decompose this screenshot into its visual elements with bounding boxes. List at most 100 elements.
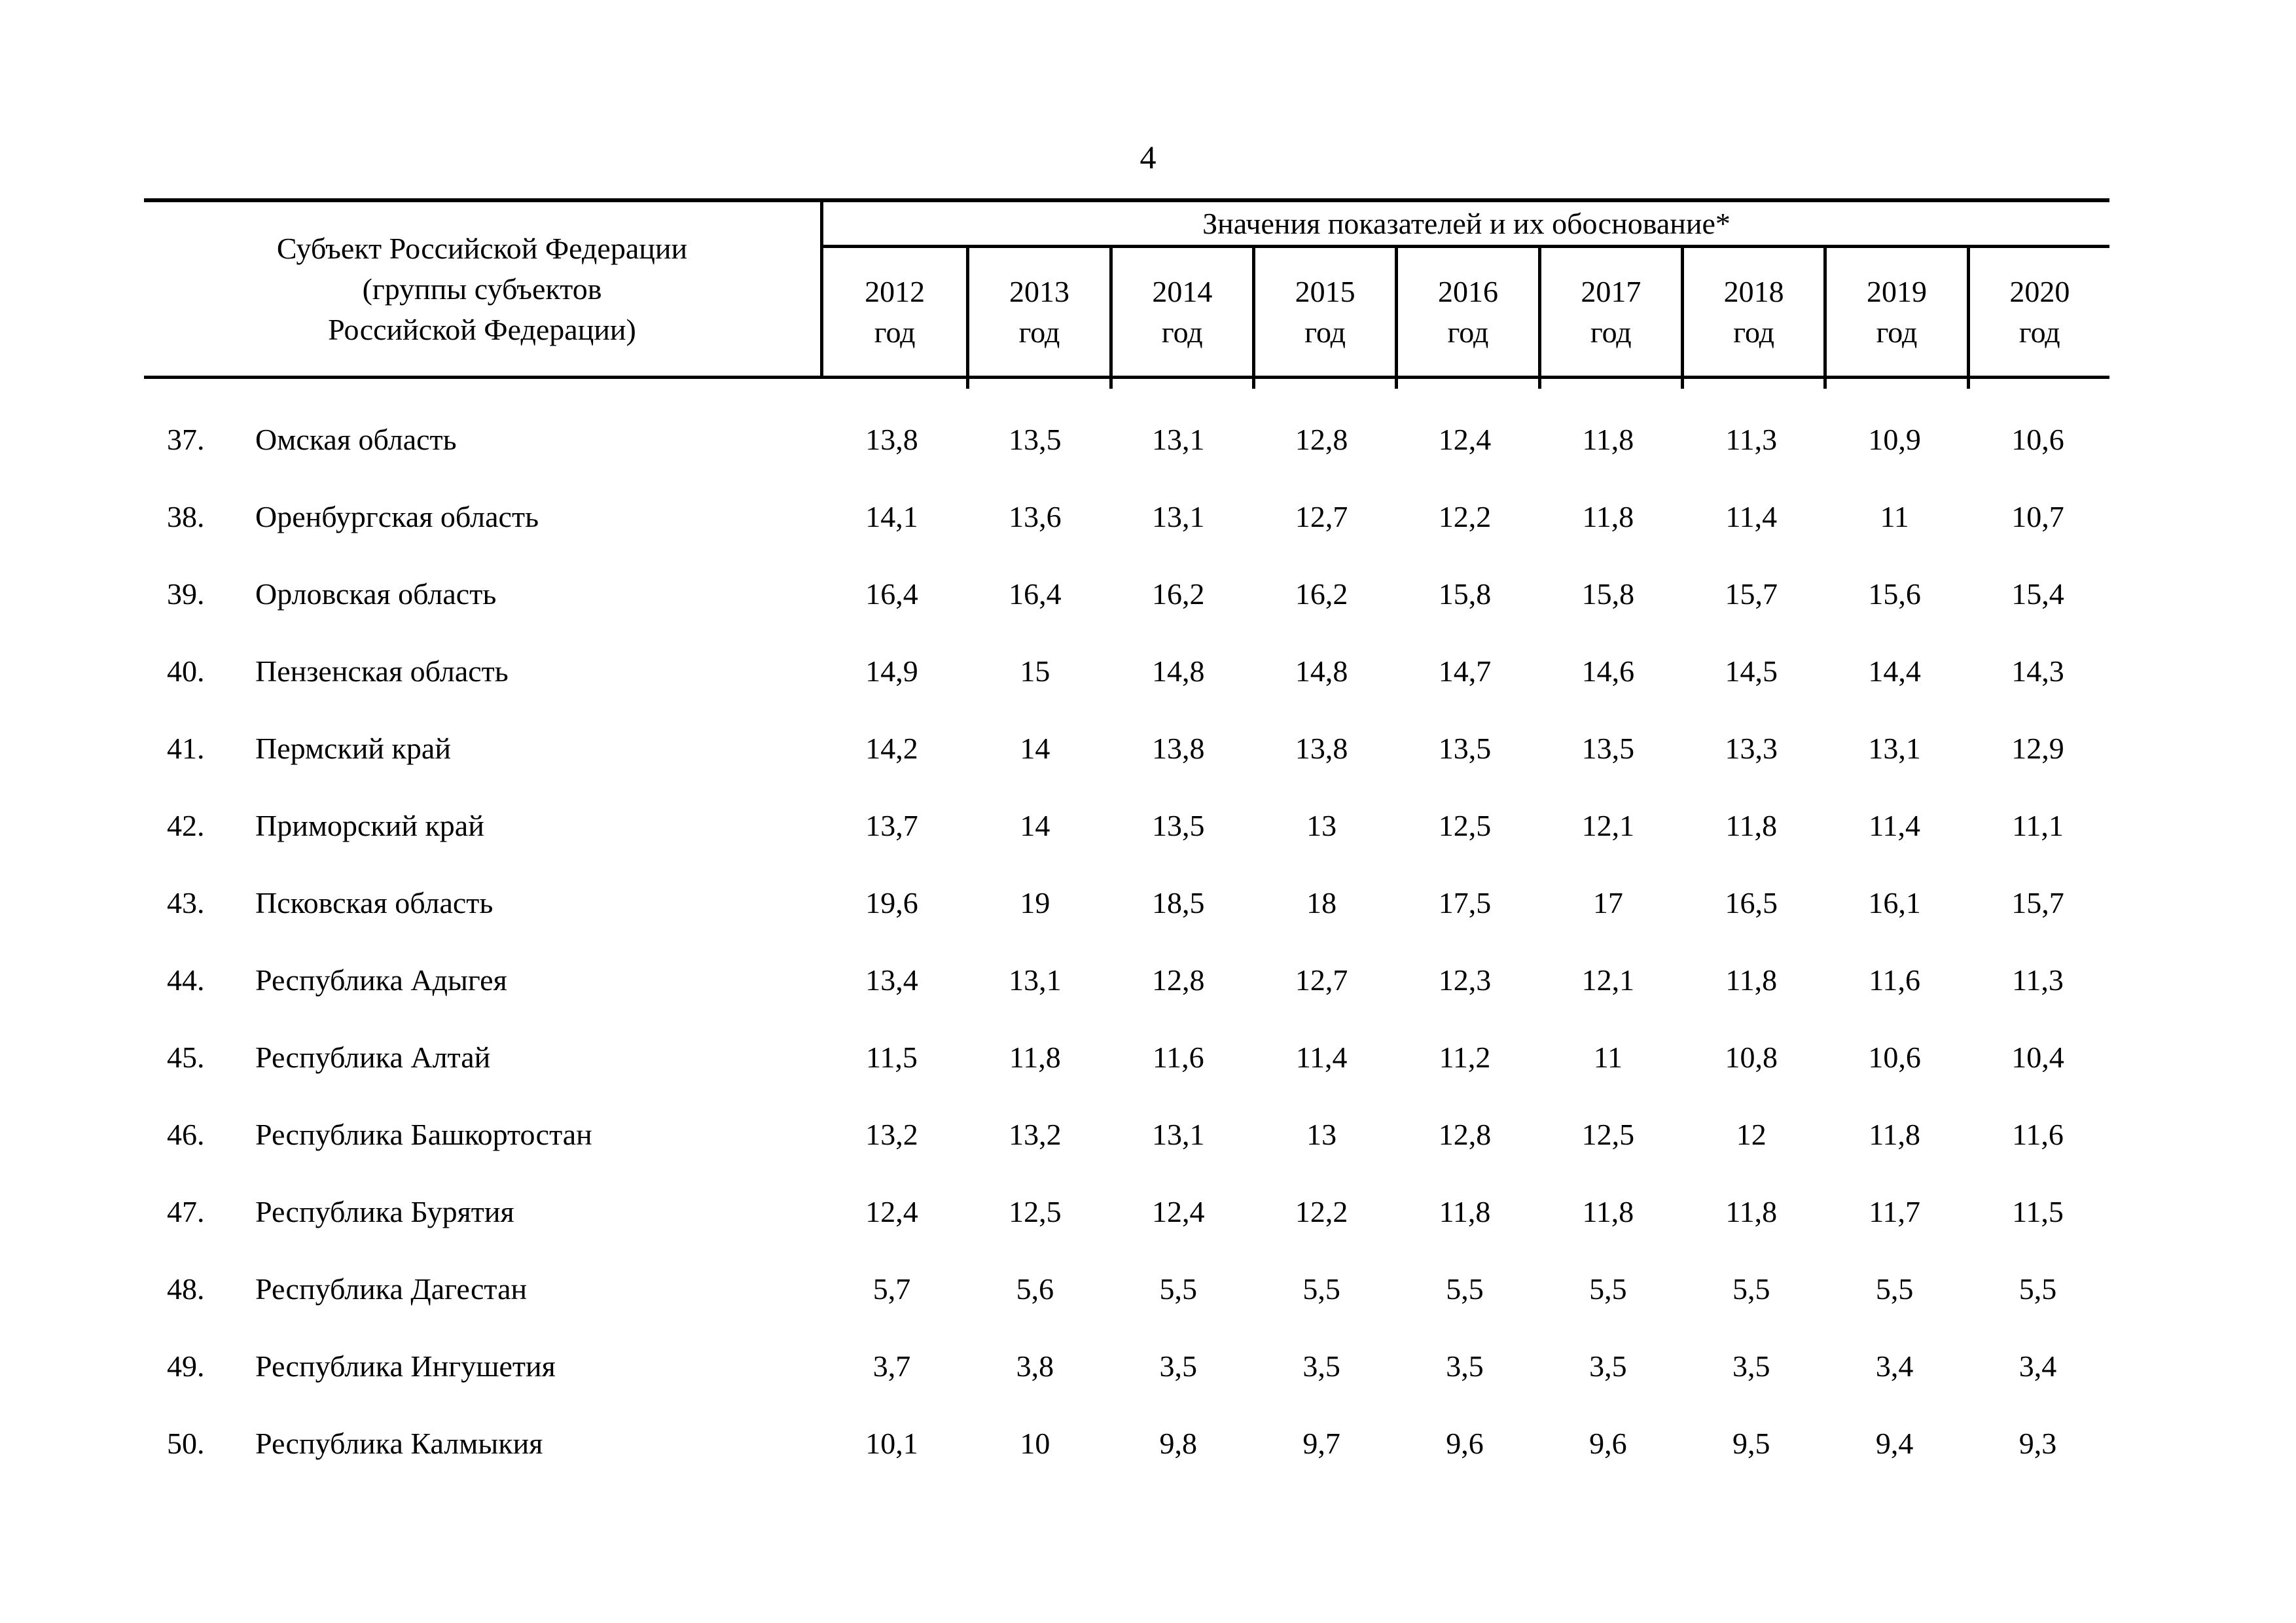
- value-cell: 11,8: [1725, 808, 1778, 842]
- value-cell: 11,8: [1582, 422, 1634, 456]
- value-cell: 11,8: [1439, 1194, 1491, 1228]
- year-column-header: 2018 год: [1680, 248, 1823, 389]
- value-cell: 3,4: [1875, 1349, 1914, 1383]
- table-row: 42. Приморский край 13,7 14 13,5 13 12,5 12,1 11…: [144, 787, 2109, 864]
- value-cell: 9,4: [1875, 1426, 1914, 1460]
- year-label: 2016: [1437, 274, 1498, 308]
- value-cell: 16,4: [865, 577, 918, 611]
- region-cell: 42. Приморский край: [144, 808, 820, 843]
- value-cell: 13,1: [1151, 1117, 1205, 1151]
- value-cell: 14,5: [1725, 654, 1778, 688]
- value-cell: 16,5: [1725, 885, 1778, 919]
- value-cell: 3,7: [872, 1349, 911, 1383]
- value-cell: 3,4: [2018, 1349, 2057, 1383]
- value-cell: 19: [1020, 885, 1050, 919]
- value-cell: 13: [1306, 808, 1337, 842]
- year-column-header: 2016 год: [1395, 248, 1537, 389]
- region-name: Республика Дагестан: [255, 1272, 528, 1306]
- table-row: 40. Пензенская область 14,9 15 14,8 14,8 14,7 1…: [144, 632, 2109, 709]
- year-unit-label: год: [1304, 315, 1346, 349]
- value-cell: 9,6: [1589, 1426, 1627, 1460]
- value-cell: 13,8: [1295, 731, 1348, 765]
- value-cell: 11,8: [1725, 1194, 1778, 1228]
- value-cell: 14: [1020, 808, 1050, 842]
- value-cell: 16,2: [1295, 577, 1348, 611]
- value-cell: 17,5: [1438, 885, 1492, 919]
- value-cell: 15: [1020, 654, 1050, 688]
- region-cell: 37. Омская область: [144, 422, 820, 457]
- region-name: Пермский край: [255, 731, 451, 765]
- region-cell: 49. Республика Ингушетия: [144, 1349, 820, 1383]
- row-number: 37.: [167, 422, 205, 456]
- value-cell: 12,8: [1151, 963, 1205, 997]
- year-unit-label: год: [1161, 315, 1203, 349]
- table-row: 50. Республика Калмыкия 10,1 10 9,8 9,7 9,6 9,6…: [144, 1404, 2109, 1482]
- year-unit-label: год: [874, 315, 916, 349]
- value-cell: 11,8: [1582, 1194, 1634, 1228]
- value-cell: 11,1: [2012, 808, 2064, 842]
- value-cell: 12,7: [1295, 499, 1348, 533]
- table-row: 44. Республика Адыгея 13,4 13,1 12,8 12,7 12,3…: [144, 941, 2109, 1018]
- region-name: Омская область: [255, 422, 457, 456]
- value-cell: 12,5: [1438, 808, 1492, 842]
- value-cell: 3,5: [1446, 1349, 1484, 1383]
- region-name: Республика Башкортостан: [255, 1117, 592, 1151]
- year-column-header: 2017 год: [1537, 248, 1681, 389]
- value-cell: 13,2: [1009, 1117, 1062, 1151]
- value-cell: 16,1: [1868, 885, 1921, 919]
- value-cell: 11,6: [1152, 1040, 1204, 1074]
- row-number: 42.: [167, 808, 205, 842]
- row-number: 49.: [167, 1349, 205, 1383]
- value-cell: 5,6: [1016, 1272, 1054, 1306]
- region-name: Приморский край: [255, 808, 484, 842]
- value-cell: 5,5: [1875, 1272, 1914, 1306]
- value-cell: 11: [1880, 499, 1909, 533]
- table-row: 43. Псковская область 19,6 19 18,5 18 17,5 17 16…: [144, 864, 2109, 941]
- header-subject-cell: Субъект Российской Федерации (группы суб…: [144, 202, 820, 376]
- header-subject-line-1: Субъект Российской Федерации: [276, 231, 688, 265]
- value-cell: 15,8: [1438, 577, 1492, 611]
- value-cell: 5,5: [1302, 1272, 1340, 1306]
- value-cell: 12,4: [865, 1194, 918, 1228]
- value-cell: 10,4: [2011, 1040, 2064, 1074]
- table-row: 38. Оренбургская область 14,1 13,6 13,1 12,7 1…: [144, 478, 2109, 555]
- value-cell: 12,5: [1581, 1117, 1635, 1151]
- value-cell: 13,8: [1151, 731, 1205, 765]
- value-cell: 18: [1306, 885, 1337, 919]
- region-name: Псковская область: [255, 885, 493, 919]
- value-cell: 13,1: [1151, 499, 1205, 533]
- value-cell: 11,6: [1869, 963, 1921, 997]
- region-name: Орловская область: [255, 577, 497, 611]
- value-cell: 11,3: [2012, 963, 2064, 997]
- value-cell: 16,2: [1151, 577, 1205, 611]
- region-cell: 38. Оренбургская область: [144, 499, 820, 534]
- value-cell: 13,1: [1151, 422, 1205, 456]
- value-cell: 14,1: [865, 499, 918, 533]
- value-cell: 14,6: [1581, 654, 1635, 688]
- value-cell: 14,4: [1868, 654, 1921, 688]
- value-cell: 16,4: [1009, 577, 1062, 611]
- region-cell: 41. Пермский край: [144, 731, 820, 766]
- value-cell: 12,5: [1009, 1194, 1062, 1228]
- region-name: Оренбургская область: [255, 499, 539, 533]
- row-number: 48.: [167, 1272, 205, 1306]
- value-cell: 5,7: [872, 1272, 911, 1306]
- table-row: 48. Республика Дагестан 5,7 5,6 5,5 5,5 5,5 5,5…: [144, 1250, 2109, 1327]
- year-label: 2015: [1295, 274, 1355, 308]
- value-cell: 11,6: [2012, 1117, 2064, 1151]
- value-cell: 13,5: [1009, 422, 1062, 456]
- table-row: 37. Омская область 13,8 13,5 13,1 12,8 12,4 11,…: [144, 401, 2109, 478]
- value-cell: 13,1: [1868, 731, 1921, 765]
- value-cell: 11,5: [866, 1040, 918, 1074]
- row-number: 40.: [167, 654, 205, 688]
- value-cell: 11,4: [1869, 808, 1921, 842]
- header-subject-line-3: Российской Федерации): [328, 312, 636, 346]
- page-number: 4: [1139, 139, 1157, 175]
- value-cell: 13,2: [865, 1117, 918, 1151]
- row-number: 46.: [167, 1117, 205, 1151]
- region-cell: 40. Пензенская область: [144, 654, 820, 688]
- value-cell: 18,5: [1151, 885, 1205, 919]
- value-cell: 10,6: [1868, 1040, 1921, 1074]
- value-cell: 11,3: [1725, 422, 1778, 456]
